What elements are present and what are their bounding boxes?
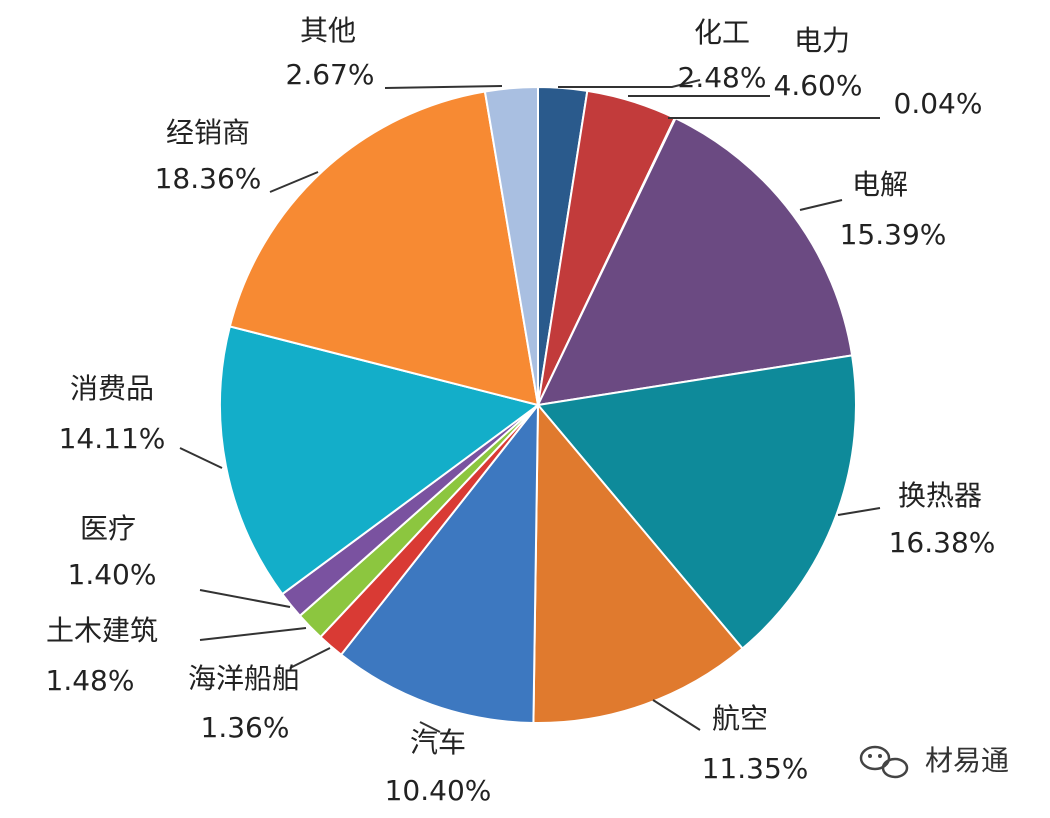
slice-category-label: 土木建筑 — [46, 614, 158, 647]
slice-value-label: 1.48% — [46, 664, 135, 697]
slice-value-label: 0.04% — [894, 87, 983, 120]
slice-value-label: 16.38% — [889, 526, 996, 559]
slice-value-label: 11.35% — [702, 752, 809, 785]
slice-category-label: 海洋船舶 — [188, 662, 300, 695]
slice-value-label: 2.48% — [678, 61, 767, 94]
slice-category-label: 其他 — [300, 14, 356, 47]
slice-category-label: 消费品 — [70, 372, 154, 405]
slice-category-label: 电解 — [852, 168, 908, 201]
leader-line — [419, 721, 441, 733]
slice-value-label: 1.36% — [201, 711, 290, 744]
slice-value-label: 10.40% — [385, 774, 492, 807]
slice-category-label: 电力 — [794, 24, 850, 57]
labels-layer: 化工 2.48% 电力 4.60% 0.04% 电解 15.39% 换热器 16.38% 航空 11… — [46, 14, 996, 807]
slice-value-label: 18.36% — [155, 162, 262, 195]
pie-slice — [532, 402, 744, 724]
slice-category-label: 汽车 — [410, 726, 466, 759]
leader-line — [199, 589, 291, 608]
slice-category-label: 换热器 — [898, 479, 982, 512]
leader-line — [384, 85, 503, 89]
slice-category-label: 经销商 — [166, 116, 250, 149]
slice-value-label: 14.11% — [59, 422, 166, 455]
leader-line — [652, 699, 701, 731]
watermark-text: 材易通 — [925, 744, 1009, 777]
slice-value-label: 4.60% — [774, 69, 863, 102]
leader-line — [837, 507, 881, 516]
pie-slice — [483, 85, 539, 406]
leader-line — [558, 79, 701, 88]
wechat-icon — [859, 745, 909, 779]
leader-line — [179, 447, 223, 469]
leader-line — [289, 647, 331, 669]
slices-layer — [219, 85, 857, 724]
leader-line — [269, 171, 319, 193]
leaders-layer — [179, 79, 881, 733]
pie-slice — [536, 116, 854, 407]
slice-category-label: 化工 — [694, 16, 750, 49]
slice-value-label: 2.67% — [286, 58, 375, 91]
pie-slice — [536, 354, 857, 650]
pie-slice — [219, 325, 541, 596]
slice-category-label: 航空 — [712, 702, 768, 735]
slice-category-label: 医疗 — [80, 512, 136, 545]
watermark: 材易通 — [859, 744, 1009, 779]
leader-line — [799, 199, 843, 211]
pie-slice — [339, 402, 540, 724]
pie-slice — [228, 90, 540, 407]
slice-value-label: 15.39% — [840, 218, 947, 251]
slice-value-label: 1.40% — [68, 558, 157, 591]
leader-line — [199, 627, 307, 641]
